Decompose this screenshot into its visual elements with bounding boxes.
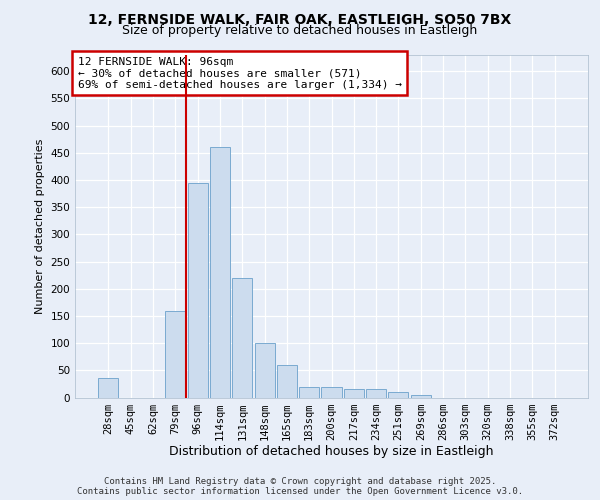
Bar (165, 310, 185, 398)
Text: Contains HM Land Registry data © Crown copyright and database right 2025.: Contains HM Land Registry data © Crown c… (104, 477, 496, 486)
Bar (411, 395, 431, 398)
Bar (254, 343, 275, 398)
Bar (277, 365, 297, 398)
Bar (322, 386, 341, 398)
Bar (299, 386, 319, 398)
Bar (366, 390, 386, 398)
Bar (344, 390, 364, 398)
Bar (98, 378, 118, 398)
Text: 12 FERNSIDE WALK: 96sqm
← 30% of detached houses are smaller (571)
69% of semi-d: 12 FERNSIDE WALK: 96sqm ← 30% of detache… (77, 56, 401, 90)
Bar (188, 183, 208, 398)
X-axis label: Distribution of detached houses by size in Eastleigh: Distribution of detached houses by size … (169, 446, 494, 458)
Text: 12, FERNSIDE WALK, FAIR OAK, EASTLEIGH, SO50 7BX: 12, FERNSIDE WALK, FAIR OAK, EASTLEIGH, … (88, 12, 512, 26)
Bar (210, 148, 230, 398)
Text: Contains public sector information licensed under the Open Government Licence v3: Contains public sector information licen… (77, 487, 523, 496)
Text: Size of property relative to detached houses in Eastleigh: Size of property relative to detached ho… (122, 24, 478, 37)
Bar (388, 392, 409, 398)
Y-axis label: Number of detached properties: Number of detached properties (35, 138, 45, 314)
Bar (232, 278, 252, 398)
